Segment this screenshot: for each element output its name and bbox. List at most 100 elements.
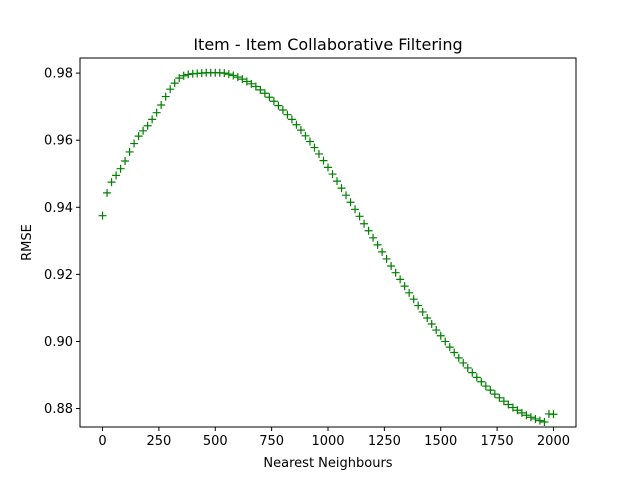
data-point-marker [513,406,522,415]
data-point-marker [517,408,526,417]
data-point-marker [319,156,328,165]
data-point-marker [139,126,148,135]
data-point-marker [468,368,477,377]
data-point-marker [166,85,175,94]
data-point-marker [337,184,346,193]
data-point-marker [355,212,364,221]
y-tick-label: 0.94 [44,201,73,216]
data-point-marker [179,71,188,80]
chart-title: Item - Item Collaborative Filtering [193,35,462,54]
data-point-marker [238,75,247,84]
data-point-marker [292,120,301,129]
x-tick-label: 750 [259,434,284,449]
data-point-marker [364,226,373,235]
data-point-marker [170,79,179,88]
data-point-marker [233,73,242,82]
data-point-marker [423,313,432,322]
x-tick-label: 500 [203,434,228,449]
data-point-marker [324,163,332,172]
data-point-marker [486,386,495,395]
data-point-marker [278,105,287,114]
data-point-marker [242,77,251,86]
data-point-marker [121,156,130,165]
data-point-marker [260,89,269,98]
x-tick-label: 1750 [481,434,514,449]
data-point-marker [130,139,139,148]
y-axis-label: RMSE [20,224,35,261]
plot-frame [79,57,577,428]
data-point-marker [432,326,441,335]
data-point-marker [436,331,445,340]
data-point-marker [477,377,486,386]
data-point-marker [454,353,463,362]
x-tick-label: 250 [146,434,171,449]
data-markers [98,68,558,426]
x-tick-label: 1250 [368,434,401,449]
x-tick-label: 2000 [537,434,570,449]
x-tick-label: 1000 [311,434,344,449]
data-point-marker [152,108,161,117]
data-point-marker [296,126,305,135]
y-tick-label: 0.90 [44,335,73,350]
data-point-marker [391,268,400,277]
y-tick-label: 0.98 [44,67,73,82]
data-point-marker [360,219,369,228]
data-point-marker [287,115,296,124]
data-point-marker [247,79,256,88]
data-point-marker [229,71,238,80]
data-point-marker [220,69,229,78]
y-tick-label: 0.96 [44,134,73,149]
data-point-marker [342,191,351,200]
data-point-marker [274,101,283,110]
y-tick-label: 0.88 [44,402,73,417]
data-point-marker [427,320,436,329]
data-point-marker [184,70,193,79]
data-point-marker [328,170,337,179]
data-point-marker [161,92,170,101]
data-point-marker [103,188,112,197]
data-point-marker [373,240,382,249]
data-point-marker [405,288,414,297]
y-tick-label: 0.92 [44,268,73,283]
data-point-marker [134,132,143,141]
data-point-marker [283,110,292,119]
data-point-marker [314,149,323,158]
data-point-marker [116,164,125,173]
data-point-marker [445,343,454,352]
data-point-marker [463,363,472,372]
data-point-marker [540,417,549,426]
data-point-marker [531,414,540,423]
data-point-marker [535,416,544,425]
data-point-marker [508,403,517,412]
data-point-marker [148,115,157,124]
x-axis-ticks: 0 250 500 750 1000 1250 1500 1750 2000 [98,427,570,449]
data-point-marker [490,390,499,399]
data-point-marker [418,307,427,316]
x-tick-label: 1500 [424,434,457,449]
data-point-marker [269,97,278,106]
data-point-marker [98,211,107,220]
data-point-marker [265,93,274,102]
data-point-marker [256,85,265,94]
data-point-marker [301,131,310,140]
data-point-marker [333,177,342,186]
data-point-marker [387,261,396,270]
data-point-marker [409,295,418,304]
data-point-marker [305,137,314,146]
data-point-marker [143,121,152,130]
data-point-marker [112,171,121,180]
data-point-marker [549,410,558,419]
data-point-marker [400,282,409,291]
data-point-marker [450,348,459,357]
data-point-marker [369,233,378,242]
data-point-marker [396,275,405,284]
data-point-marker [472,373,481,382]
data-point-marker [414,301,423,310]
data-point-marker [499,397,508,406]
data-point-marker [351,205,360,214]
data-point-marker [157,100,166,109]
data-point-marker [441,337,450,346]
data-point-marker [251,82,260,91]
